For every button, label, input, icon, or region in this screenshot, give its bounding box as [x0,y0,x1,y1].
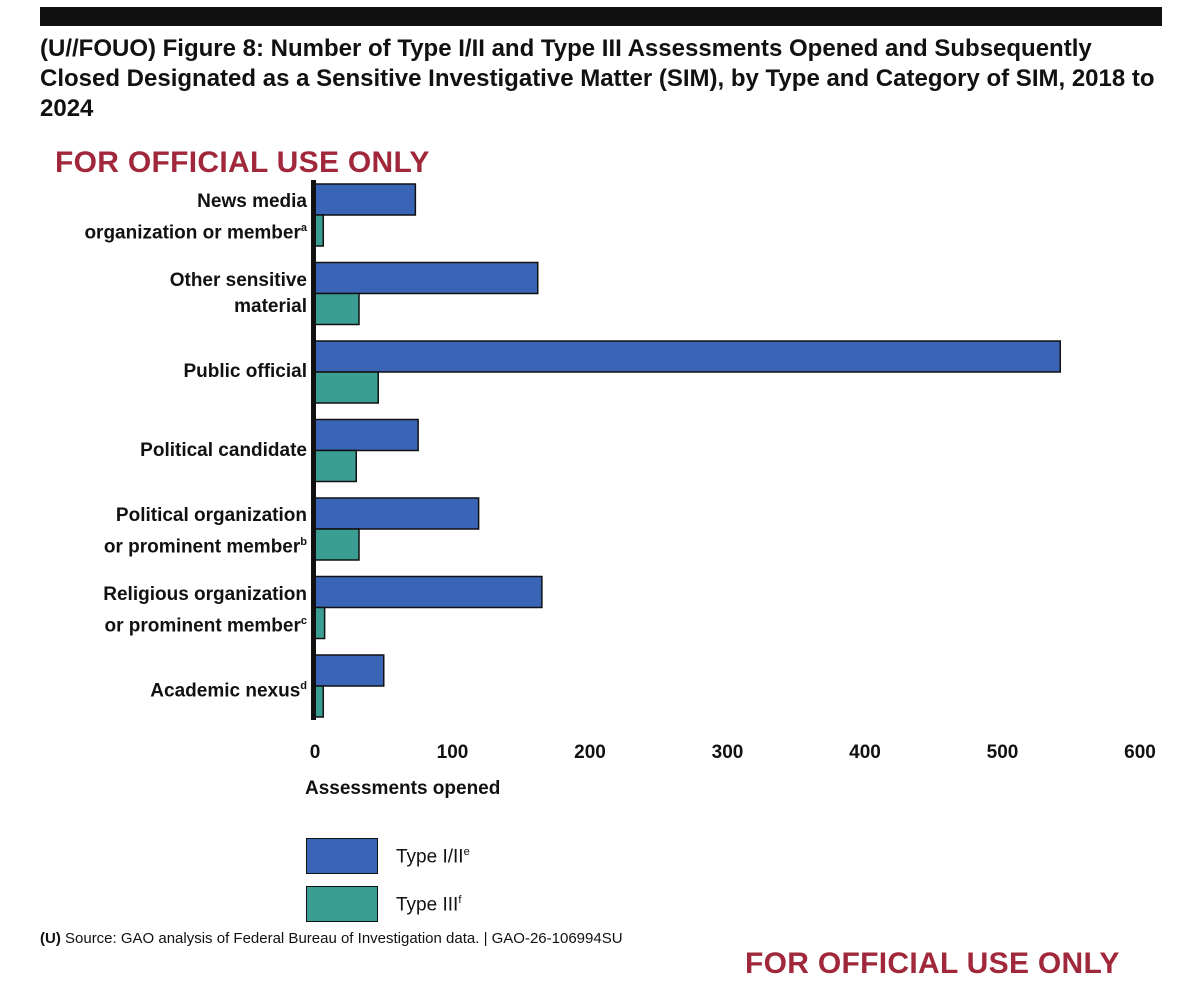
x-tick-label-600: 600 [1124,742,1156,763]
x-axis-title: Assessments opened [305,778,501,799]
category-label-line2: or prominent memberb [103,536,307,558]
footnote-marker: d [300,680,307,692]
category-label-6: Academic nexusd [7,673,307,704]
category-label-line1: Other sensitive [169,269,307,291]
category-label-5: Religious organization or prominent membe… [7,582,307,639]
bar-type-3-6 [314,685,324,718]
bar-type-1-2-2 [314,340,1061,373]
marking-top: FOR OFFICIAL USE ONLY [55,146,430,179]
x-tick-label-0: 0 [309,742,321,763]
legend-text-type-1-2: Type I/II [396,846,464,868]
legend-label-type-1-2: Type I/IIe [396,846,470,868]
footnote-marker: a [300,222,307,234]
footnote-marker: c [300,614,307,627]
bar-type-1-2-6 [314,654,385,687]
category-label-line2: organization or membera [84,222,307,244]
category-label-line1: Academic nexusd [150,680,307,702]
category-label-4: Political organization or prominent membe… [7,503,307,560]
legend-note-e: e [463,846,470,858]
footnote-marker: b [300,536,307,548]
category-label-line2: or prominent memberc [104,614,308,636]
bar-type-1-2-4 [314,497,480,530]
category-label-2: Public official [7,359,307,385]
category-label-line1: Public official [183,361,307,382]
category-label-3: Political candidate [7,438,307,464]
x-tick-label-100: 100 [436,742,469,763]
bar-type-1-2-3 [314,418,419,452]
bar-type-1-2-5 [314,575,543,609]
source-text: Source: GAO analysis of Federal Bureau o… [65,930,623,947]
category-label-line1: Political organization [115,505,307,526]
legend-label-type-3: Type IIIf [396,894,461,916]
category-label-line1: Religious organization [103,583,307,605]
category-label-1: Other sensitive material [7,268,307,320]
figure-title: (U//FOUO) Figure 8: Number of Type I/II … [40,35,1155,122]
bars-group [314,183,1061,718]
category-label-line1: News media [197,191,307,212]
bar-type-1-2-0 [314,183,417,216]
bar-type-3-1 [314,292,360,326]
source-note: (U) Source: GAO analysis of Federal Bure… [40,930,623,947]
top-rule [40,7,1162,26]
x-tick-label-200: 200 [574,742,606,763]
source-prefix: (U) [40,930,61,947]
bar-type-3-2 [314,371,379,404]
category-label-0: News media organization or membera [7,189,307,246]
x-tick-label-400: 400 [849,742,881,763]
category-label-line1: Political candidate [140,439,307,461]
x-tick-label-300: 300 [711,742,744,763]
legend-swatch-type-1-2 [306,838,378,874]
bar-type-3-5 [314,606,326,640]
marking-bottom: FOR OFFICIAL USE ONLY [745,947,1120,980]
bar-type-1-2-1 [314,261,539,295]
category-label-line2: material [234,295,307,317]
bar-type-3-0 [314,214,324,247]
x-tick-label-500: 500 [986,742,1019,763]
bar-type-3-4 [314,528,360,561]
bar-type-3-3 [314,449,357,483]
legend-swatch-type-3 [306,886,378,922]
legend-note-f: f [458,894,462,906]
legend-text-type-3: Type III [396,894,459,916]
